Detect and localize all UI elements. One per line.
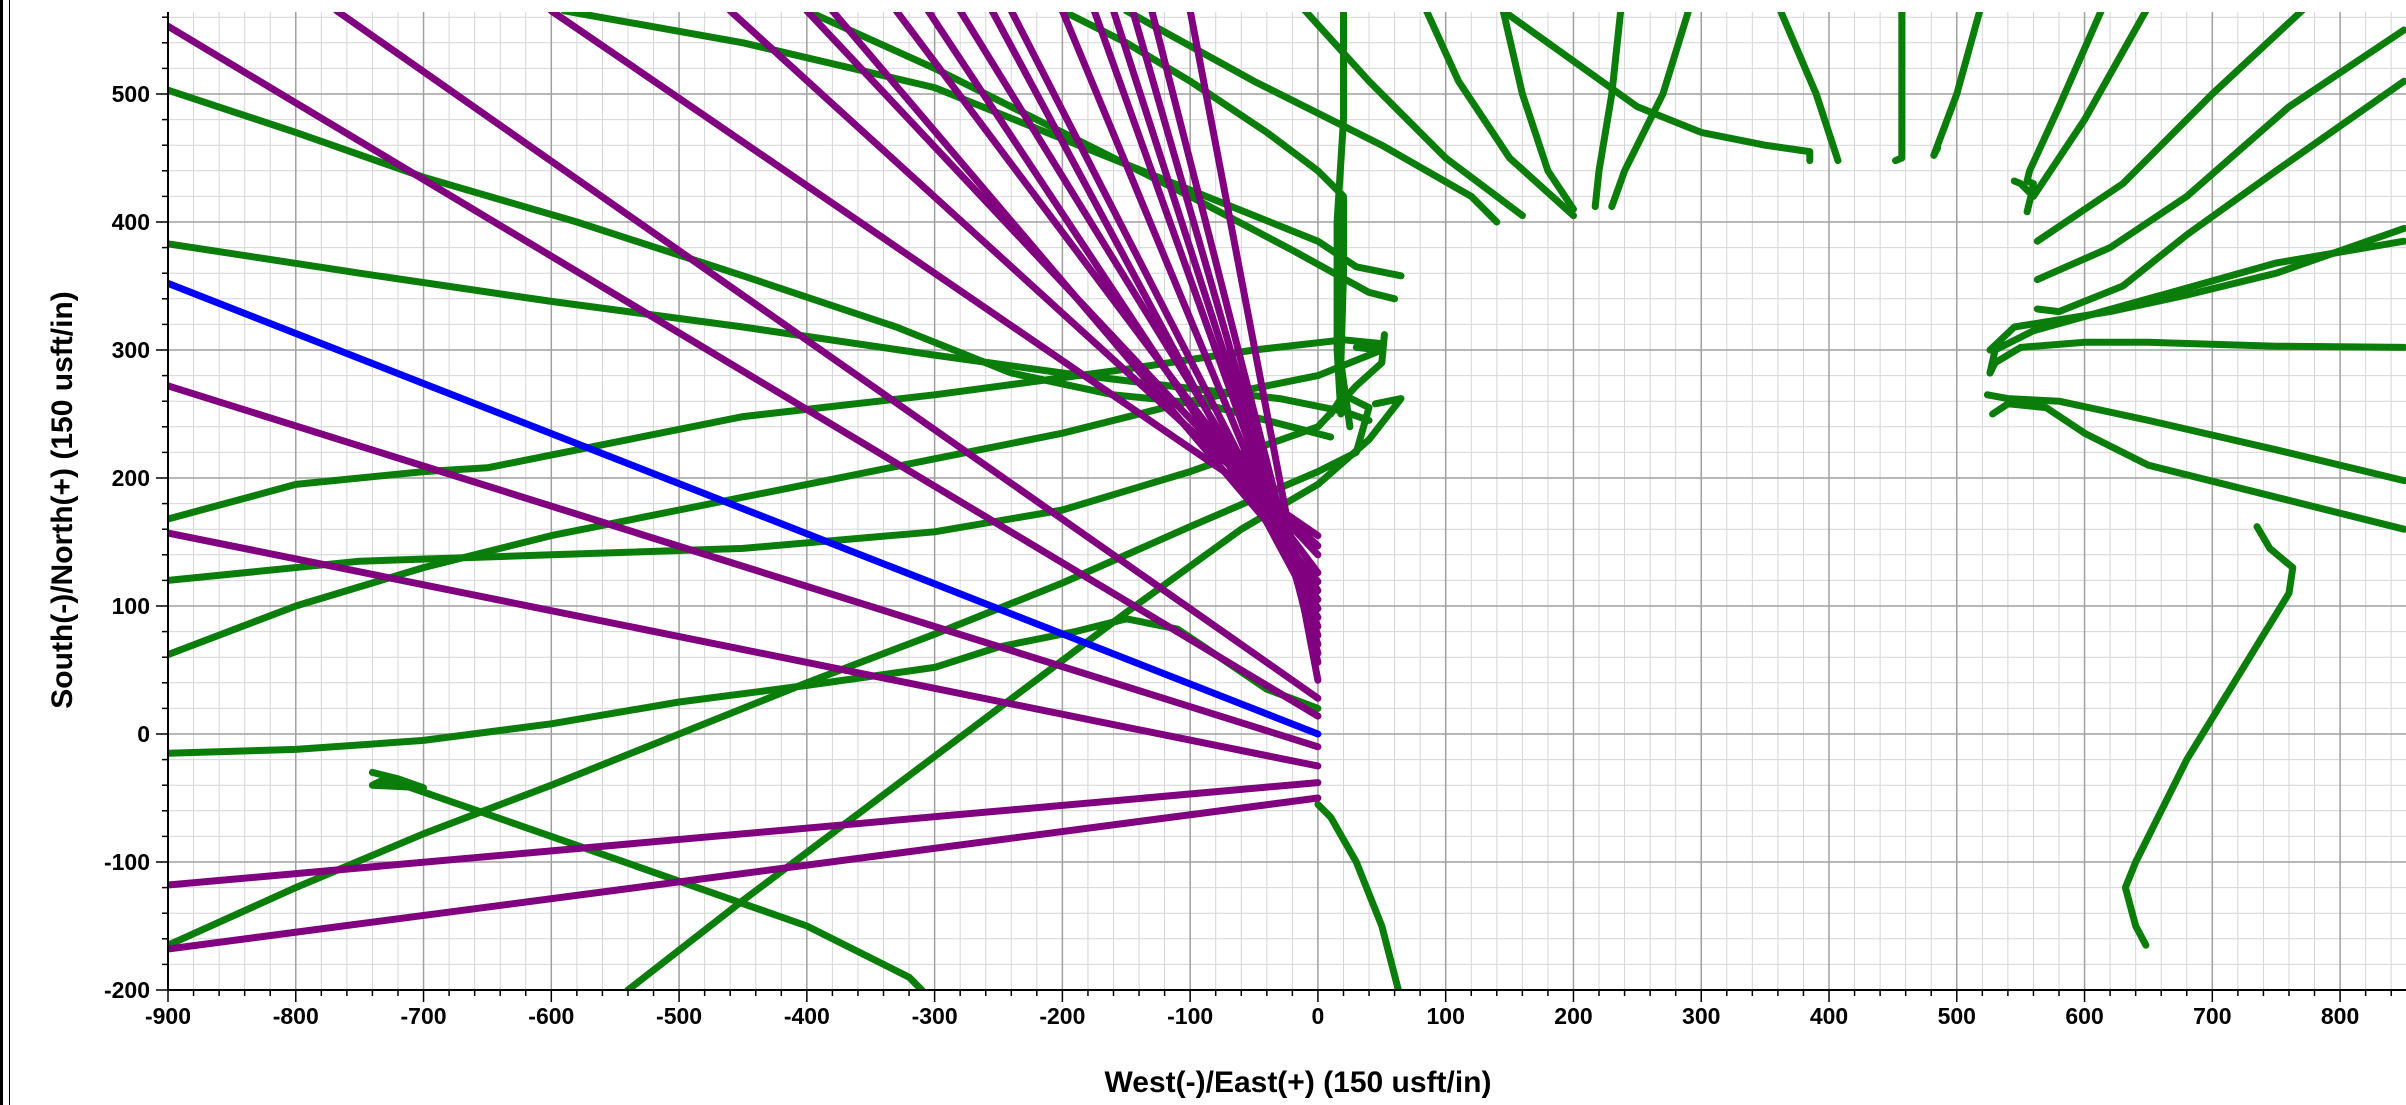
planned-well-path-13 bbox=[988, 12, 1322, 621]
y-tick-label: 0 bbox=[137, 721, 150, 747]
x-tick-label: -400 bbox=[784, 1003, 830, 1029]
offset-well-path-31 bbox=[1314, 800, 1402, 990]
x-tick-label: 500 bbox=[1938, 1003, 1976, 1029]
offset-well-path-52 bbox=[1986, 237, 2406, 377]
x-tick-label: -200 bbox=[1039, 1003, 1085, 1029]
x-tick-label: -500 bbox=[656, 1003, 702, 1029]
offset-well-path-53 bbox=[1986, 338, 2406, 377]
offset-well-path-43 bbox=[1777, 12, 1842, 165]
planned-well-path-15 bbox=[1129, 12, 1322, 657]
offset-well-path-35 bbox=[1123, 12, 1501, 226]
offset-well-path-45 bbox=[1930, 12, 1984, 159]
left-window-border bbox=[0, 0, 10, 1105]
planned-well-path-1 bbox=[548, 12, 1322, 540]
offset-well-path-44 bbox=[1892, 12, 1906, 165]
x-tick-label: 700 bbox=[2193, 1003, 2231, 1029]
offset-well-path-25 bbox=[168, 331, 1388, 584]
planned-well-path-21 bbox=[168, 794, 1322, 953]
planned-well-path-11 bbox=[829, 12, 1322, 586]
y-tick-label: 100 bbox=[112, 593, 150, 619]
x-tick-label: 100 bbox=[1427, 1003, 1465, 1029]
x-tick-label: -800 bbox=[273, 1003, 319, 1029]
x-tick-label: -100 bbox=[1167, 1003, 1213, 1029]
offset-well-path-30 bbox=[368, 768, 926, 990]
offset-well-path-49 bbox=[2033, 26, 2406, 284]
x-tick-label: 600 bbox=[2065, 1003, 2103, 1029]
planned-well-path-18 bbox=[168, 382, 1322, 751]
offset-well-path-24 bbox=[168, 336, 1386, 523]
offset-well-path-29 bbox=[624, 395, 1405, 990]
x-tick-label: -700 bbox=[401, 1003, 447, 1029]
x-axis-title: West(-)/East(+) (150 usft/in) bbox=[1105, 1066, 1492, 1099]
offset-well-path-26 bbox=[168, 343, 1386, 659]
x-tick-label: -300 bbox=[912, 1003, 958, 1029]
y-tick-label: -100 bbox=[104, 849, 150, 875]
x-tick-label: 800 bbox=[2321, 1003, 2359, 1029]
offset-well-path-48 bbox=[2033, 12, 2306, 245]
planned-well-path-19 bbox=[168, 529, 1322, 770]
planned-well-path-17 bbox=[168, 22, 1322, 720]
x-tick-label: 0 bbox=[1312, 1003, 1325, 1029]
offset-well-path-42 bbox=[1608, 12, 1692, 211]
y-tick-labels: -200 -100 0 100 200 300 400 500 bbox=[104, 81, 150, 1003]
axes bbox=[156, 12, 2406, 1002]
x-tick-labels: -900 -800 -700 -600 -500 -400 -300 -200 -100 0 100… bbox=[145, 1003, 2359, 1029]
offset-well-path-56 bbox=[2121, 523, 2297, 949]
y-axis-title: South(-)/North(+) (150 usft/in) bbox=[46, 291, 79, 708]
offset-well-path-23 bbox=[168, 240, 1373, 424]
offset-well-path-55 bbox=[1989, 400, 2406, 533]
offset-well-path-39 bbox=[1499, 12, 1577, 213]
offset-well-path-38 bbox=[1423, 12, 1577, 220]
x-tick-label: -900 bbox=[145, 1003, 191, 1029]
x-tick-label: -600 bbox=[528, 1003, 574, 1029]
x-tick-label: 400 bbox=[1810, 1003, 1848, 1029]
offset-well-path-54 bbox=[1983, 391, 2406, 485]
y-tick-label: 300 bbox=[112, 337, 150, 363]
offset-well-path-36 bbox=[1301, 12, 1526, 220]
y-tick-label: -200 bbox=[104, 977, 150, 1003]
y-tick-label: 500 bbox=[112, 81, 150, 107]
planned-well-path-20 bbox=[168, 779, 1322, 889]
series-layer bbox=[168, 12, 2406, 990]
subject-well-path-0 bbox=[168, 279, 1322, 738]
y-tick-label: 400 bbox=[112, 209, 150, 235]
offset-well-path-37 bbox=[1333, 12, 1347, 418]
x-tick-label: 300 bbox=[1682, 1003, 1720, 1029]
y-tick-label: 200 bbox=[112, 465, 150, 491]
offset-well-path-50 bbox=[2033, 77, 2406, 316]
planned-well-path-16 bbox=[333, 12, 1322, 702]
offset-well-path-47 bbox=[2010, 12, 2150, 200]
x-tick-label: 200 bbox=[1554, 1003, 1592, 1029]
offset-well-path-33 bbox=[803, 12, 1399, 303]
offset-well-path-41 bbox=[1591, 12, 1625, 211]
